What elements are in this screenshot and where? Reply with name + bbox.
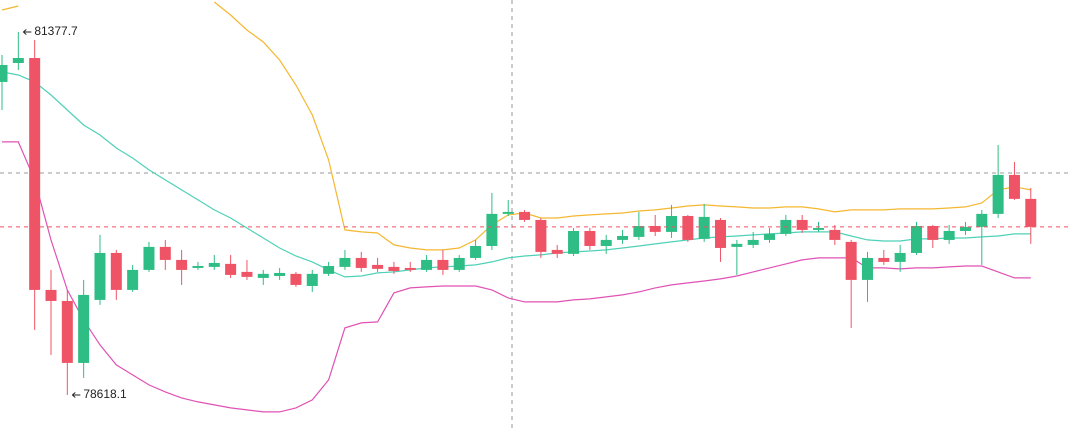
candle-body — [127, 269, 139, 290]
candle-body — [1025, 198, 1037, 227]
label-arrow — [71, 392, 81, 398]
candle-body — [959, 226, 971, 231]
candle-body — [910, 225, 922, 253]
label-arrow — [23, 29, 32, 35]
candle-body — [519, 211, 531, 220]
candle-body — [192, 265, 204, 268]
candle-body — [241, 271, 253, 277]
band-line — [1, 1, 1031, 251]
candle-body — [29, 58, 41, 290]
candle-body — [110, 252, 122, 290]
candle-body — [584, 230, 596, 246]
candle-body — [649, 225, 661, 232]
candle-body — [290, 273, 302, 285]
candle-body — [274, 272, 286, 276]
candle-body — [453, 257, 465, 270]
candle-body — [61, 300, 73, 363]
band-line — [1, 71, 1031, 278]
candle-body — [45, 289, 57, 301]
candle-body — [992, 174, 1004, 214]
candle-body — [698, 216, 710, 239]
labels: 81377.7 78618.1 — [23, 24, 127, 401]
candle-body — [568, 230, 580, 254]
candle-body — [715, 219, 727, 248]
candle-body — [747, 239, 759, 245]
candle-body — [0, 64, 8, 82]
candle-body — [976, 213, 988, 227]
candle-body — [617, 235, 629, 240]
candle-body — [502, 211, 514, 214]
candle-body — [551, 249, 563, 254]
candle-body — [388, 266, 400, 271]
candle-body — [404, 267, 416, 270]
candle-body — [225, 263, 237, 275]
candle-body — [208, 262, 220, 267]
candle-body — [143, 246, 155, 270]
candle-body — [829, 229, 841, 240]
candle-body — [943, 230, 955, 240]
candle-body — [12, 58, 24, 64]
candle-body — [845, 241, 857, 280]
candle-body — [682, 215, 694, 240]
candle-body — [1008, 174, 1020, 199]
candle-body — [486, 213, 498, 246]
candle-body — [339, 257, 351, 267]
candle-body — [355, 257, 367, 268]
candle-body — [535, 219, 547, 252]
candle-body — [796, 219, 808, 230]
candle-body — [306, 273, 318, 286]
candles — [0, 32, 1037, 395]
candle-body — [94, 252, 106, 300]
candle-body — [372, 264, 384, 269]
candle-body — [878, 257, 890, 262]
bands — [1, 1, 1031, 413]
candle-body — [927, 225, 939, 240]
candle-body — [437, 259, 449, 270]
candle-body — [731, 243, 743, 247]
band-line — [2, 141, 1031, 413]
candle-body — [78, 294, 90, 363]
candle-body — [470, 245, 482, 258]
candle-body — [666, 215, 678, 232]
candle-body — [159, 246, 171, 260]
candle-body — [421, 259, 433, 270]
candle-body — [600, 239, 612, 246]
candle-body — [257, 273, 269, 278]
candle-body — [813, 227, 824, 230]
candle-body — [176, 259, 188, 270]
extreme-label: 81377.7 — [34, 24, 78, 38]
candle-body — [764, 233, 776, 240]
candle-body — [323, 265, 335, 274]
candle-body — [894, 252, 906, 262]
candle-body — [861, 257, 873, 280]
candle-body — [633, 225, 645, 237]
extreme-label: 78618.1 — [83, 387, 127, 401]
